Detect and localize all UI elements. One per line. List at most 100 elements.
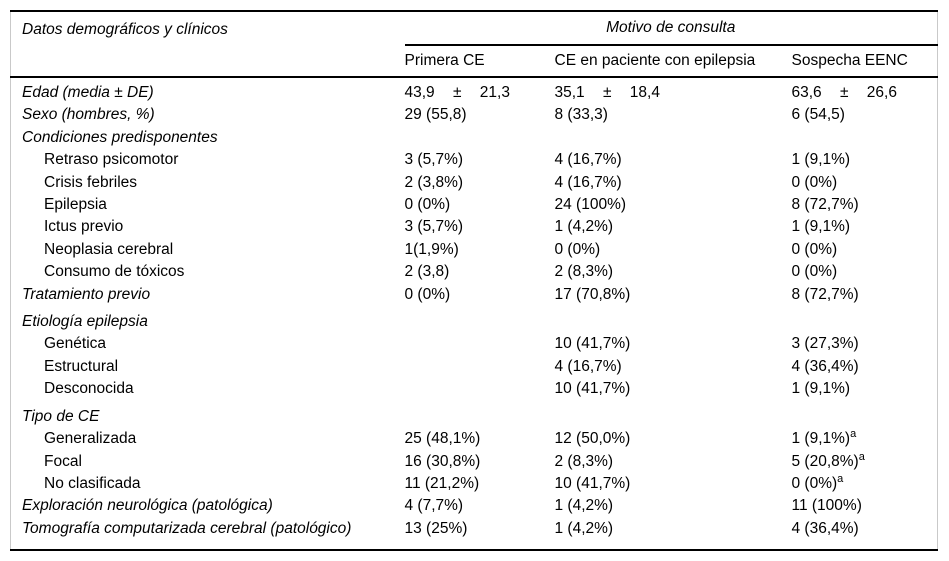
cell-ce-epilepsia: 35,1 ± 18,4 <box>554 84 660 101</box>
cell-sospecha-eenc: 1 (9,1%) <box>791 380 851 398</box>
cell-sospecha-eenc <box>792 306 938 333</box>
table-row: Consumo de tóxicos 2 (3,8) 2 (8,3%) 0 (0… <box>11 261 938 283</box>
row-label: Desconocida <box>44 380 134 398</box>
footnote-marker-a: a <box>850 427 857 440</box>
cell-ce-epilepsia <box>555 306 792 333</box>
cell-primera-ce: 0 (0%) <box>404 285 451 303</box>
cell-value: 1 (9,1%) <box>791 430 851 448</box>
table-row: Sexo (hombres, %) 29 (55,8) 8 (33,3) 6 (… <box>11 104 938 126</box>
row-label: Estructural <box>44 357 119 375</box>
row-label: Exploración neurológica (patológica) <box>22 497 273 515</box>
cell-ce-epilepsia: 1 (4,2%) <box>554 497 614 515</box>
cell-sospecha-eenc: 4 (36,4%) <box>791 519 859 537</box>
row-label: Tipo de CE <box>22 407 100 425</box>
table-row: Tratamiento previo 0 (0%) 17 (70,8%) 8 (… <box>11 284 938 306</box>
cell-sospecha-eenc: 8 (72,7%) <box>791 196 859 214</box>
table-row: No clasificada 11 (21,2%) 10 (41,7%) 0 (… <box>11 473 938 495</box>
table-row: Crisis febriles 2 (3,8%) 4 (16,7%) 0 (0%… <box>11 172 938 194</box>
row-label: Genética <box>44 335 107 353</box>
demographics-clinical-table: Datos demográficos y clínicos Motivo de … <box>10 10 938 552</box>
cell-primera-ce <box>405 306 555 333</box>
cell-ce-epilepsia: 8 (33,3) <box>554 106 608 124</box>
group-header: Motivo de consulta <box>404 11 938 46</box>
corner-header: Datos demográficos y clínicos <box>10 11 405 78</box>
cell-ce-epilepsia: 10 (41,7%) <box>554 474 631 492</box>
row-label: Etiología epilepsia <box>22 313 148 331</box>
cell-sospecha-eenc: 5 (20,8%)a <box>792 451 938 473</box>
cell-sospecha-eenc: 63,6 ± 26,6 <box>791 84 897 101</box>
row-label: Tratamiento previo <box>22 285 151 303</box>
row-label: Neoplasia cerebral <box>44 240 174 258</box>
cell-value: 5 (20,8%) <box>791 452 859 470</box>
row-label: Sexo (hombres, %) <box>22 106 155 124</box>
cell-primera-ce: 29 (55,8) <box>404 106 467 124</box>
cell-sospecha-eenc: 6 (54,5) <box>791 106 845 124</box>
cell-ce-epilepsia: 10 (41,7%) <box>554 335 631 353</box>
row-label: No clasificada <box>44 474 141 492</box>
cell-primera-ce <box>405 356 555 378</box>
table-row: Epilepsia 0 (0%) 24 (100%) 8 (72,7%) <box>11 194 938 216</box>
column-header-primera-ce: Primera CE <box>404 45 555 78</box>
table-row: Ictus previo 3 (5,7%) 1 (4,2%) 1 (9,1%) <box>11 216 938 238</box>
cell-ce-epilepsia: 0 (0%) <box>554 240 601 258</box>
cell-sospecha-eenc: 8 (72,7%) <box>791 285 859 303</box>
cell-ce-epilepsia: 4 (16,7%) <box>554 151 622 169</box>
cell-ce-epilepsia: 12 (50,0%) <box>554 430 631 448</box>
cell-primera-ce <box>405 378 555 400</box>
cell-ce-epilepsia <box>555 127 792 149</box>
column-header-ce-epilepsia: CE en paciente con epilepsia <box>554 45 792 78</box>
table-row: Edad (media ± DE) 43,9 ± 21,3 35,1 ± 18,… <box>11 77 938 104</box>
cell-primera-ce: 4 (7,7%) <box>404 497 464 515</box>
table-body: Edad (media ± DE) 43,9 ± 21,3 35,1 ± 18,… <box>11 77 938 550</box>
cell-ce-epilepsia: 2 (8,3%) <box>554 263 614 281</box>
cell-primera-ce: 3 (5,7%) <box>404 218 464 236</box>
table-row: Tipo de CE <box>11 401 938 428</box>
cell-sospecha-eenc: 0 (0%) <box>791 173 838 191</box>
cell-primera-ce: 11 (21,2%) <box>404 474 480 492</box>
row-label: Condiciones predisponentes <box>22 128 218 146</box>
row-label: Ictus previo <box>44 218 124 236</box>
cell-sospecha-eenc: 1 (9,1%) <box>791 151 851 169</box>
table-row: Desconocida 10 (41,7%) 1 (9,1%) <box>11 378 938 400</box>
cell-sospecha-eenc: 4 (36,4%) <box>791 357 859 375</box>
table-row: Genética 10 (41,7%) 3 (27,3%) <box>11 333 938 355</box>
cell-sospecha-eenc <box>792 401 938 428</box>
group-header-row: Datos demográficos y clínicos Motivo de … <box>10 11 938 78</box>
cell-primera-ce: 43,9 ± 21,3 <box>404 84 510 101</box>
cell-value: 0 (0%) <box>791 474 838 492</box>
table-row: Focal 16 (30,8%) 2 (8,3%) 5 (20,8%)a <box>11 451 938 473</box>
cell-sospecha-eenc: 0 (0%) <box>791 240 838 258</box>
cell-sospecha-eenc <box>792 127 938 149</box>
cell-ce-epilepsia: 2 (8,3%) <box>554 452 614 470</box>
cell-primera-ce <box>405 127 555 149</box>
column-header-row: Primera CE CE en paciente con epilepsia … <box>11 45 938 78</box>
cell-sospecha-eenc: 1 (9,1%)a <box>792 428 938 450</box>
cell-ce-epilepsia: 17 (70,8%) <box>554 285 631 303</box>
table-row: Estructural 4 (16,7%) 4 (36,4%) <box>11 356 938 378</box>
table-row: Retraso psicomotor 3 (5,7%) 4 (16,7%) 1 … <box>11 149 938 171</box>
footnote-marker-a: a <box>837 472 844 485</box>
cell-ce-epilepsia: 4 (16,7%) <box>554 173 622 191</box>
cell-primera-ce: 25 (48,1%) <box>404 430 481 448</box>
table-row: Exploración neurológica (patológica) 4 (… <box>11 495 938 517</box>
cell-primera-ce: 13 (25%) <box>404 519 468 537</box>
row-label: Tomografía computarizada cerebral (patol… <box>22 519 352 537</box>
row-label: Consumo de tóxicos <box>44 263 185 281</box>
cell-primera-ce: 16 (30,8%) <box>404 452 481 470</box>
cell-primera-ce <box>405 333 555 355</box>
table-row: Condiciones predisponentes <box>11 127 938 149</box>
cell-primera-ce: 2 (3,8%) <box>404 173 464 191</box>
table-row: Etiología epilepsia <box>11 306 938 333</box>
cell-primera-ce: 2 (3,8) <box>404 263 450 281</box>
table-row: Tomografía computarizada cerebral (patol… <box>11 518 938 550</box>
cell-ce-epilepsia: 24 (100%) <box>554 196 627 214</box>
cell-sospecha-eenc: 0 (0%)a <box>792 473 938 495</box>
row-label: Epilepsia <box>44 196 107 214</box>
row-label: Crisis febriles <box>44 173 138 191</box>
cell-ce-epilepsia <box>555 401 792 428</box>
row-label: Retraso psicomotor <box>44 151 179 169</box>
cell-sospecha-eenc: 1 (9,1%) <box>791 218 851 236</box>
column-header-sospecha-eenc: Sospecha EENC <box>791 45 938 78</box>
cell-sospecha-eenc: 0 (0%) <box>791 263 838 281</box>
row-label: Generalizada <box>44 430 137 448</box>
